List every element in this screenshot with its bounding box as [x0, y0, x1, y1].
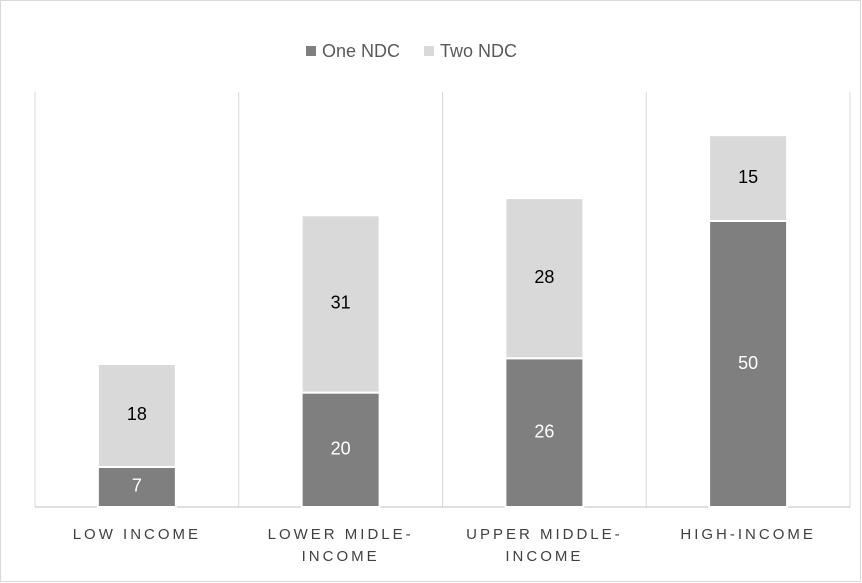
bar-segment [96, 363, 177, 468]
legend-swatch [424, 46, 435, 56]
bar-segment [504, 357, 585, 508]
x-tick-label: LOW INCOME [72, 526, 202, 543]
data-label: 15 [738, 167, 758, 187]
bar-segment [504, 197, 585, 360]
bar-segment [300, 214, 381, 394]
data-label: 18 [127, 404, 147, 424]
data-label: 31 [331, 293, 351, 313]
bar-segment [96, 465, 177, 508]
data-label: 7 [132, 476, 142, 496]
legend-swatch [306, 46, 316, 56]
data-label: 28 [534, 267, 554, 287]
x-tick-label: HIGH-INCOME [680, 526, 816, 543]
x-tick-label: LOWER MIDLE-INCOME [267, 526, 414, 565]
legend-label: Two NDC [440, 41, 517, 61]
data-label: 50 [738, 353, 758, 373]
data-label: 20 [331, 439, 351, 459]
x-tick-label: UPPER MIDDLE-INCOME [466, 526, 623, 565]
bar-segment [708, 134, 789, 222]
bar-segment [708, 220, 789, 508]
data-label: 26 [534, 421, 554, 441]
legend-label: One NDC [322, 41, 400, 61]
